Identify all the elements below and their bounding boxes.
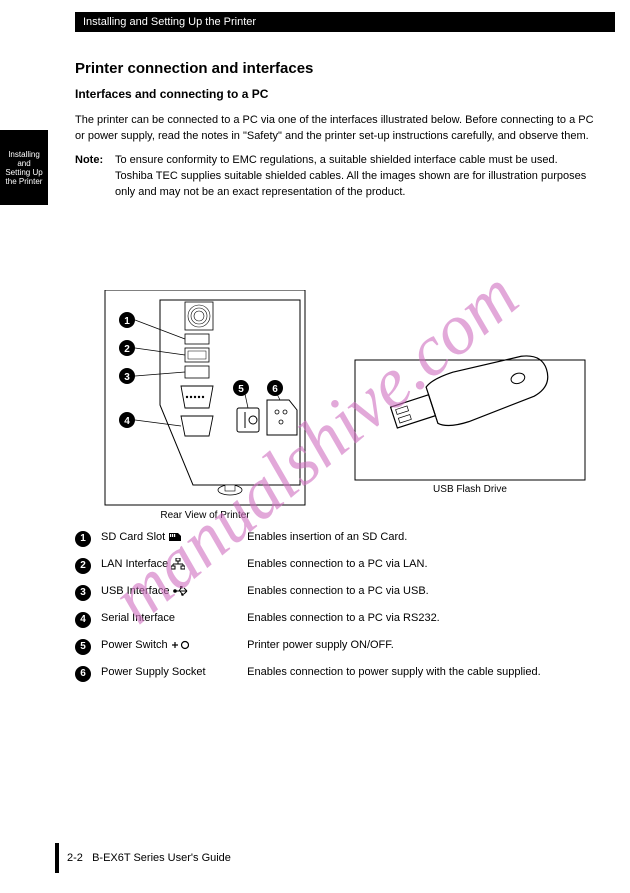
callout-desc: Printer power supply ON/OFF. xyxy=(247,639,394,651)
svg-text:2: 2 xyxy=(124,344,130,355)
diagram-svg: Rear View of Printer 1 2 xyxy=(75,290,595,520)
usb-icon xyxy=(173,585,189,597)
power-icon xyxy=(171,639,189,651)
footer-page: 2-2 xyxy=(67,852,83,864)
page-title: Printer connection and interfaces xyxy=(75,60,595,77)
callout-label: Power Supply Socket xyxy=(101,666,206,678)
callout-desc: Enables connection to a PC via USB. xyxy=(247,585,429,597)
callout-bullet: 6 xyxy=(75,666,91,682)
svg-text:1: 1 xyxy=(124,316,130,327)
callout-bullet: 3 xyxy=(75,585,91,601)
svg-text:5: 5 xyxy=(238,384,244,395)
callout-row: 3 USB Interface Enables connection to a … xyxy=(75,584,595,601)
callout-label: LAN Interface xyxy=(101,558,168,570)
content-block: Printer connection and interfaces Interf… xyxy=(75,60,595,209)
side-tab: Installing and Setting Up the Printer xyxy=(0,130,48,205)
svg-text:6: 6 xyxy=(272,384,278,395)
callout-label: USB Interface xyxy=(101,585,169,597)
intro-paragraph: The printer can be connected to a PC via… xyxy=(75,113,595,145)
header-text: Installing and Setting Up the Printer xyxy=(83,16,256,28)
diagram-area: Rear View of Printer 1 2 xyxy=(75,290,595,520)
callout-desc: Enables connection to a PC via LAN. xyxy=(247,558,427,570)
callout-label: Power Switch xyxy=(101,639,168,651)
note-row: Note: To ensure conformity to EMC regula… xyxy=(75,153,595,201)
svg-text:3: 3 xyxy=(124,372,130,383)
note-text: To ensure conformity to EMC regulations,… xyxy=(115,153,595,201)
rear-panel-label: Rear View of Printer xyxy=(160,510,250,520)
callout-desc: Enables connection to a PC via RS232. xyxy=(247,612,440,624)
footer-bar xyxy=(55,843,59,873)
callout-label: Serial Interface xyxy=(101,612,175,624)
callout-desc: Enables connection to power supply with … xyxy=(247,666,541,678)
page-subtitle: Interfaces and connecting to a PC xyxy=(75,87,595,101)
callout-row: 1 SD Card Slot Enables insertion of an S… xyxy=(75,530,595,547)
callout-row: 4 Serial Interface Enables connection to… xyxy=(75,611,595,628)
callout-bullet: 5 xyxy=(75,639,91,655)
callout-row: 6 Power Supply Socket Enables connection… xyxy=(75,665,595,682)
callout-bullet: 1 xyxy=(75,531,91,547)
callout-desc: Enables insertion of an SD Card. xyxy=(247,531,407,543)
usb-drive-label: USB Flash Drive xyxy=(433,484,507,495)
sd-icon xyxy=(168,531,182,543)
callout-list: 1 SD Card Slot Enables insertion of an S… xyxy=(75,530,595,692)
footer-doc: B-EX6T Series User's Guide xyxy=(92,852,231,864)
callout-row: 5 Power Switch Printer power supply ON/O… xyxy=(75,638,595,655)
footer: 2-2 B-EX6T Series User's Guide xyxy=(55,843,231,873)
callout-label: SD Card Slot xyxy=(101,531,165,543)
callout-bullet: 4 xyxy=(75,612,91,628)
side-tab-text: Installing and Setting Up the Printer xyxy=(4,150,44,186)
callout-bullet: 2 xyxy=(75,558,91,574)
callout-row: 2 LAN Interface Enables connection to a … xyxy=(75,557,595,574)
header-bar: Installing and Setting Up the Printer xyxy=(75,12,615,32)
lan-icon xyxy=(171,558,185,570)
svg-text:4: 4 xyxy=(124,416,130,427)
note-label: Note: xyxy=(75,153,115,201)
